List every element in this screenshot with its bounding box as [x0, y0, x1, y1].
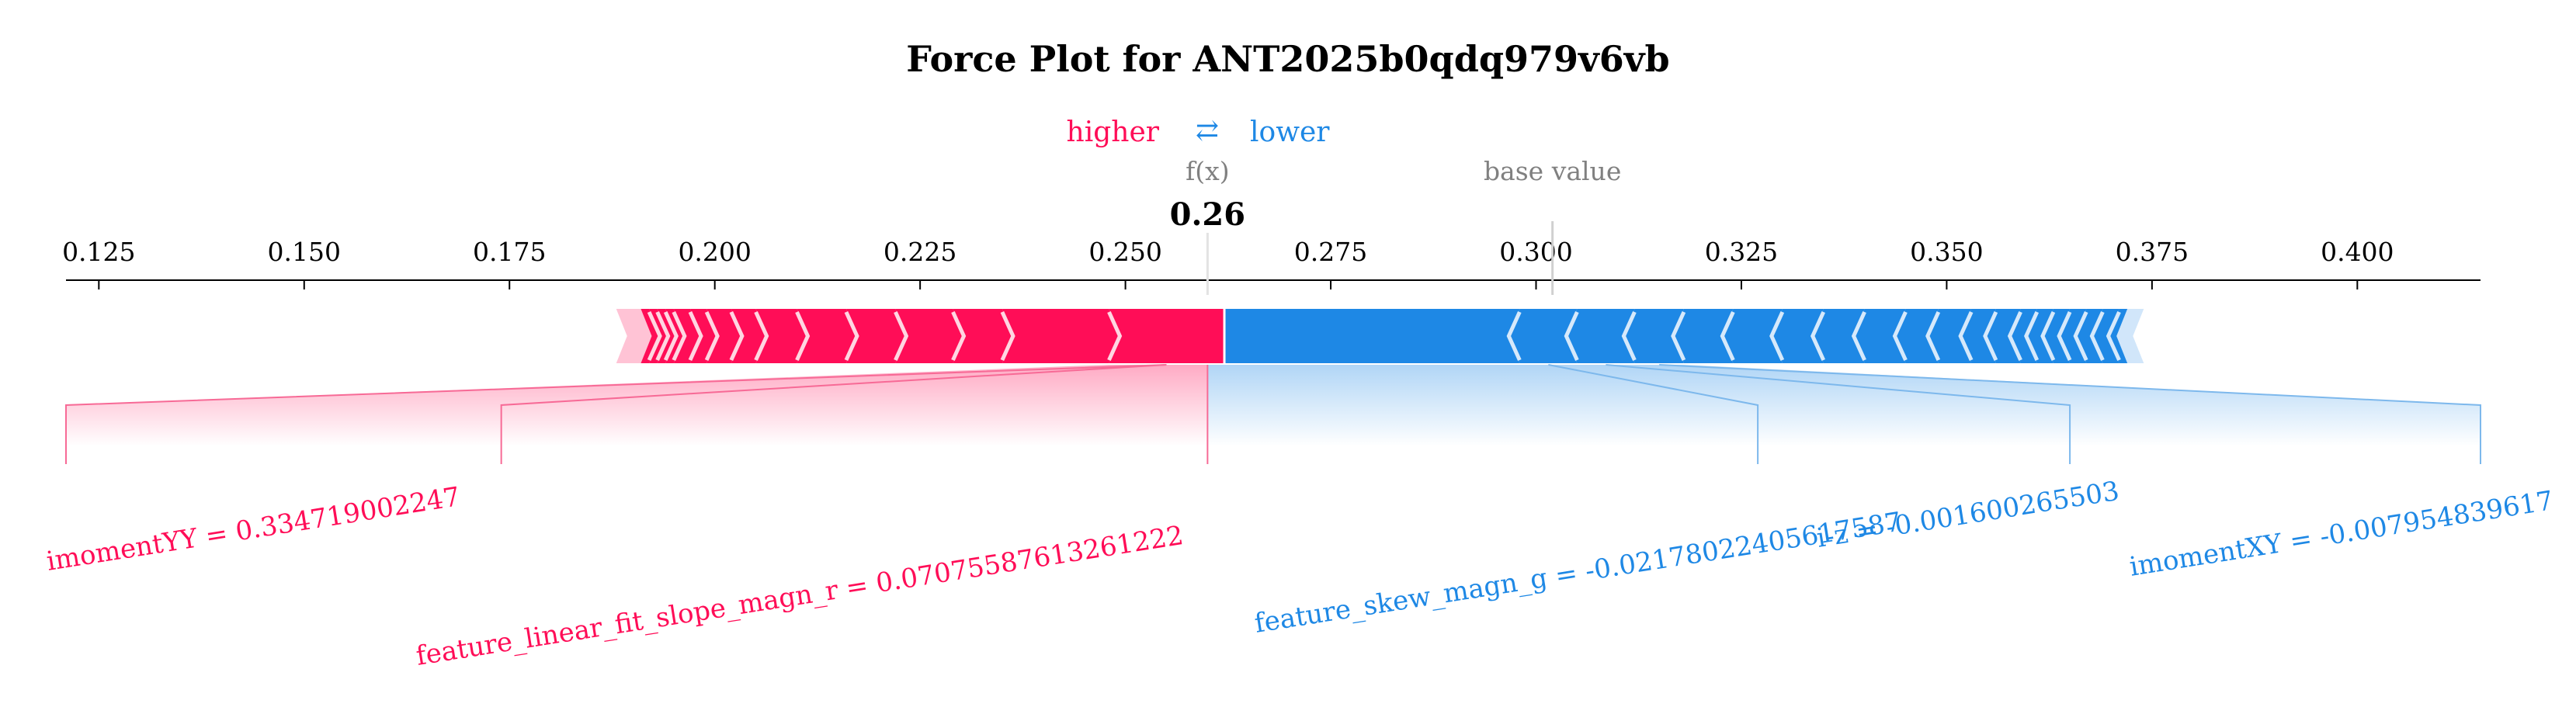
negative-segment-separator [1769, 310, 1785, 362]
positive-shade [66, 365, 1208, 446]
negative-segment [1984, 309, 2021, 363]
positive-segment-separator [1107, 310, 1123, 362]
negative-segment-separator [1892, 310, 1908, 362]
positive-segment [797, 309, 857, 363]
negative-segment [1894, 309, 1939, 363]
positive-segment [657, 309, 677, 363]
x-tick-label: 0.200 [678, 237, 751, 267]
negative-segment-separator [1925, 310, 1941, 362]
positive-segment-separator [951, 310, 967, 362]
positive-segment-separator [672, 310, 687, 362]
output-label: f(x) [1186, 156, 1230, 186]
negative-segment [1623, 309, 1684, 363]
feature-connector [500, 364, 1167, 464]
positive-segment-separator [844, 310, 859, 362]
positive-segment-separator [663, 310, 679, 362]
legend-higher: higher [1067, 116, 1160, 148]
negative-segment [2108, 309, 2128, 363]
positive-segment-separator [729, 310, 745, 362]
negative-segment [1927, 309, 1972, 363]
feature-label: imomentYY = 0.334719002247 [44, 481, 462, 577]
x-tick-label: 0.175 [473, 237, 546, 267]
base-value-label: base value [1484, 156, 1621, 186]
x-tick-label: 0.275 [1294, 237, 1367, 267]
negative-segment-separator [1958, 310, 1974, 362]
feature-connector [1659, 364, 2481, 464]
negative-segment-separator [2106, 310, 2121, 362]
negative-segment [1960, 309, 1996, 363]
negative-segment-separator [1506, 310, 1522, 362]
positive-segment [953, 309, 1013, 363]
feature-label: feature_skew_magn_g = -0.021780224056175… [1252, 507, 1904, 639]
positive-segment-separator [647, 310, 662, 362]
negative-segment-separator [1671, 310, 1686, 362]
feature-connector [1606, 364, 2071, 464]
positive-segment [1002, 309, 1120, 363]
feature-connector [1548, 364, 1759, 464]
negative-segment-separator [1983, 310, 1998, 362]
negative-segment-separator [1564, 310, 1579, 362]
positive-segment-separator [754, 310, 769, 362]
x-tick-label: 0.375 [2116, 237, 2189, 267]
feature-connector [65, 364, 1167, 464]
feature-annotations: imomentYY = 0.334719002247feature_linear… [44, 364, 2555, 672]
positive-segment [641, 309, 661, 363]
positive-segment-separator [894, 310, 909, 362]
x-tick-label: 0.125 [62, 237, 135, 267]
negative-segment [1722, 309, 1783, 363]
x-tick-label: 0.150 [268, 237, 341, 267]
x-axis: 0.125 0.150 0.175 0.200 0.225 0.250 0.275 0.300… [62, 237, 2481, 289]
force-bars [616, 309, 2144, 363]
feature-label: imomentXY = -0.007954839617 [2127, 485, 2555, 583]
positive-segment-separator [1000, 310, 1015, 362]
negative-segment-separator [2040, 310, 2056, 362]
output-value: 0.26 [1170, 196, 1245, 233]
legend-lower: lower [1250, 116, 1330, 148]
positive-segment [895, 309, 964, 363]
x-tick-label: 0.325 [1705, 237, 1778, 267]
negative-segment-separator [1621, 310, 1637, 362]
positive-segment [665, 309, 685, 363]
negative-segment-separator [2089, 310, 2105, 362]
negative-segment [1771, 309, 1824, 363]
negative-segment [1672, 309, 1734, 363]
x-tick-label: 0.300 [1499, 237, 1572, 267]
negative-segment [1508, 309, 1578, 363]
positive-segment-separator [655, 310, 671, 362]
negative-segment [1566, 309, 1635, 363]
positive-segment [706, 309, 742, 363]
legend-swap-icon: ⇄ [1196, 115, 1219, 147]
positive-segment [1109, 309, 1224, 363]
positive-segment [649, 309, 668, 363]
negative-segment-separator [2024, 310, 2040, 362]
negative-segment-separator [2057, 310, 2072, 362]
x-tick-label: 0.250 [1088, 237, 1161, 267]
positive-segment-separator [795, 310, 811, 362]
x-tick-label: 0.350 [1910, 237, 1983, 267]
negative-segment [1812, 309, 1865, 363]
positive-segment [755, 309, 808, 363]
negative-segment-separator [2073, 310, 2088, 362]
negative-shade [1207, 365, 2481, 446]
positive-segment [845, 309, 907, 363]
negative-segment-separator [1810, 310, 1826, 362]
negative-segment-separator [1720, 310, 1735, 362]
x-tick-label: 0.400 [2321, 237, 2394, 267]
chart-title: Force Plot for ANT2025b0qdq979v6vb [906, 38, 1669, 80]
positive-segment [731, 309, 767, 363]
feature-label: feature_linear_fit_slope_magn_r = 0.0707… [414, 520, 1186, 672]
negative-segment-separator [1851, 310, 1866, 362]
positive-segment-separator [704, 310, 720, 362]
negative-segment [1225, 309, 1520, 363]
negative-segment-separator [2007, 310, 2022, 362]
negative-segment [1853, 309, 1906, 363]
positive-segment-separator [688, 310, 703, 362]
x-tick-label: 0.225 [884, 237, 956, 267]
